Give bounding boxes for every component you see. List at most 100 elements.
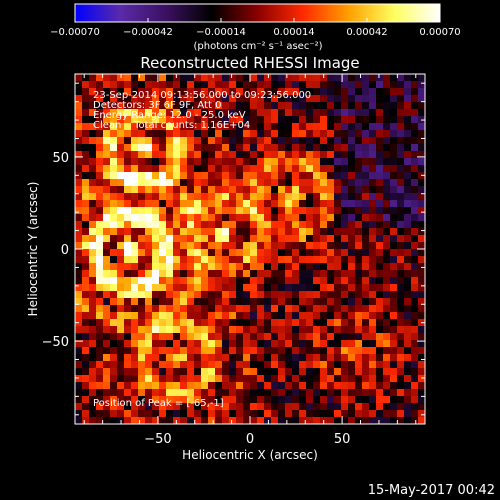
- heatmap-cell: [355, 165, 363, 173]
- heatmap-cell: [292, 81, 300, 89]
- heatmap-cell: [75, 403, 83, 411]
- heatmap-cell: [362, 305, 370, 313]
- heatmap-cell: [334, 179, 342, 187]
- heatmap-cell: [306, 228, 314, 236]
- heatmap-cell: [376, 207, 384, 215]
- heatmap-cell: [124, 361, 132, 369]
- heatmap-cell: [383, 242, 391, 250]
- heatmap-cell: [404, 298, 412, 306]
- heatmap-cell: [236, 305, 244, 313]
- heatmap-cell: [159, 221, 167, 229]
- heatmap-cell: [376, 95, 384, 103]
- heatmap-cell: [103, 298, 111, 306]
- heatmap-cell: [229, 165, 237, 173]
- heatmap-cell: [306, 347, 314, 355]
- heatmap-cell: [299, 81, 307, 89]
- heatmap-cell: [348, 305, 356, 313]
- heatmap-cell: [278, 172, 286, 180]
- heatmap-cell: [103, 102, 111, 110]
- y-tick-label: −50: [42, 335, 69, 350]
- heatmap-cell: [208, 410, 216, 418]
- colorbar-tick-label: 0.00014: [273, 27, 314, 38]
- heatmap-cell: [145, 144, 153, 152]
- heatmap-cell: [404, 116, 412, 124]
- heatmap-cell: [96, 382, 104, 390]
- heatmap-cell: [243, 102, 251, 110]
- heatmap-cell: [362, 81, 370, 89]
- heatmap-cell: [124, 291, 132, 299]
- heatmap-cell: [124, 263, 132, 271]
- heatmap-cell: [376, 137, 384, 145]
- heatmap-cell: [152, 116, 160, 124]
- heatmap-cell: [96, 235, 104, 243]
- heatmap-cell: [327, 340, 335, 348]
- heatmap-cell: [362, 375, 370, 383]
- heatmap-cell: [334, 242, 342, 250]
- heatmap-cell: [271, 95, 279, 103]
- heatmap-cell: [215, 242, 223, 250]
- heatmap-cell: [390, 214, 398, 222]
- heatmap-cell: [166, 74, 174, 82]
- heatmap-cell: [264, 270, 272, 278]
- heatmap-cell: [194, 158, 202, 166]
- heatmap-cell: [166, 221, 174, 229]
- heatmap-cell: [257, 165, 265, 173]
- heatmap-cell: [285, 382, 293, 390]
- heatmap-cell: [89, 130, 97, 138]
- heatmap-cell: [138, 291, 146, 299]
- heatmap-cell: [96, 228, 104, 236]
- heatmap-cell: [376, 228, 384, 236]
- heatmap-cell: [397, 235, 405, 243]
- heatmap-cell: [418, 361, 425, 369]
- heatmap-cell: [117, 270, 125, 278]
- heatmap-cell: [222, 165, 230, 173]
- heatmap-cell: [334, 389, 342, 397]
- heatmap-cell: [306, 123, 314, 131]
- heatmap-cell: [159, 151, 167, 159]
- heatmap-cell: [194, 214, 202, 222]
- heatmap-cell: [404, 193, 412, 201]
- heatmap-cell: [292, 151, 300, 159]
- heatmap-cell: [187, 284, 195, 292]
- heatmap-cell: [131, 417, 139, 424]
- heatmap-cell: [243, 144, 251, 152]
- heatmap-cell: [341, 340, 349, 348]
- heatmap-cell: [173, 88, 181, 96]
- heatmap-cell: [110, 403, 118, 411]
- heatmap-cell: [131, 382, 139, 390]
- heatmap-cell: [285, 214, 293, 222]
- heatmap-cell: [194, 249, 202, 257]
- heatmap-cell: [264, 235, 272, 243]
- heatmap-cell: [187, 228, 195, 236]
- heatmap-cell: [166, 312, 174, 320]
- heatmap-cell: [383, 200, 391, 208]
- heatmap-cell: [194, 200, 202, 208]
- heatmap-cell: [138, 221, 146, 229]
- heatmap-cell: [376, 88, 384, 96]
- heatmap-cell: [369, 333, 377, 341]
- heatmap-cell: [383, 95, 391, 103]
- heatmap-cell: [124, 200, 132, 208]
- heatmap-cell: [285, 256, 293, 264]
- heatmap-cell: [383, 207, 391, 215]
- heatmap-cell: [152, 256, 160, 264]
- heatmap-cell: [187, 242, 195, 250]
- heatmap-cell: [215, 312, 223, 320]
- heatmap-cell: [96, 144, 104, 152]
- heatmap-cell: [243, 228, 251, 236]
- heatmap-cell: [418, 151, 425, 159]
- heatmap-cell: [306, 242, 314, 250]
- heatmap-cell: [411, 277, 419, 285]
- heatmap-cell: [355, 207, 363, 215]
- heatmap-cell: [82, 396, 90, 404]
- heatmap-cell: [404, 214, 412, 222]
- heatmap-cell: [187, 200, 195, 208]
- heatmap-cell: [243, 284, 251, 292]
- heatmap-cell: [362, 242, 370, 250]
- heatmap-cell: [404, 81, 412, 89]
- heatmap-cell: [187, 165, 195, 173]
- heatmap-cell: [89, 396, 97, 404]
- heatmap-cell: [404, 74, 412, 82]
- heatmap-cell: [173, 410, 181, 418]
- heatmap-cell: [397, 165, 405, 173]
